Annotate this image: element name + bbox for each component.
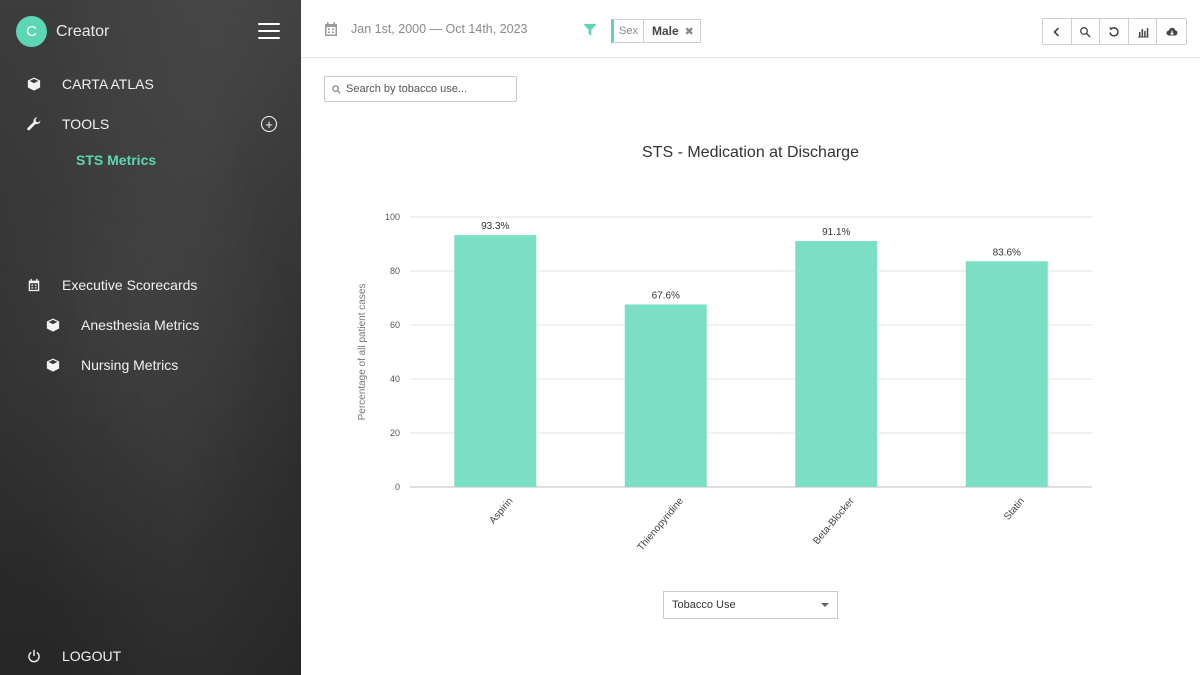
data-label: 93.3% — [481, 221, 509, 232]
group-by-select[interactable]: Tobacco Use — [663, 591, 838, 619]
calendar-icon — [325, 22, 337, 36]
sidebar-item-label: TOOLS — [62, 116, 110, 132]
sidebar-item-carta-atlas[interactable]: CARTA ATLAS — [26, 76, 154, 92]
chevron-left-icon[interactable] — [1043, 19, 1072, 44]
x-tick-label: Thienopyridine — [635, 496, 686, 554]
chart-toolbar — [1042, 18, 1187, 45]
y-axis-label: Percentage of all patient cases — [357, 284, 368, 421]
group-by-select-value: Tobacco Use — [672, 599, 736, 611]
hamburger-menu-icon[interactable] — [258, 23, 280, 39]
cube-icon — [45, 317, 61, 333]
filter-icon[interactable] — [583, 23, 597, 37]
cube-icon — [26, 76, 42, 92]
y-tick-label: 60 — [390, 320, 400, 330]
y-tick-label: 40 — [390, 374, 400, 384]
search-box — [324, 76, 517, 102]
reset-icon[interactable] — [1100, 19, 1129, 44]
zoom-icon[interactable] — [1072, 19, 1101, 44]
sidebar-item-label: Nursing Metrics — [81, 357, 179, 373]
sidebar-item-nursing-metrics[interactable]: Nursing Metrics — [45, 357, 178, 373]
logout-button[interactable]: LOGOUT — [26, 648, 121, 664]
bar-chart-icon[interactable] — [1129, 19, 1158, 44]
date-range-picker[interactable]: Jan 1st, 2000 — Oct 14th, 2023 — [323, 21, 528, 37]
y-tick-label: 80 — [390, 266, 400, 276]
sidebar-item-executive-scorecards[interactable]: Executive Scorecards — [26, 277, 197, 293]
bar — [965, 261, 1048, 487]
cloud-download-icon[interactable] — [1157, 19, 1186, 44]
bar — [624, 304, 707, 487]
bar — [454, 235, 537, 487]
add-tool-icon[interactable]: + — [261, 116, 277, 132]
brand: C Creator — [16, 16, 109, 47]
data-label: 91.1% — [822, 227, 850, 238]
sidebar: C Creator CARTA ATLAS TOOLS + STS Metric… — [0, 0, 301, 675]
top-bar: Jan 1st, 2000 — Oct 14th, 2023 Sex Male … — [301, 0, 1200, 58]
chevron-down-icon — [821, 603, 829, 607]
search-input[interactable] — [346, 83, 506, 95]
filter-chip-value: Male — [651, 24, 679, 38]
sidebar-item-label: Executive Scorecards — [62, 277, 198, 293]
calendar-icon — [26, 277, 42, 293]
data-label: 83.6% — [993, 247, 1021, 258]
sidebar-item-anesthesia-metrics[interactable]: Anesthesia Metrics — [45, 317, 199, 333]
search-icon — [332, 84, 341, 94]
x-tick-label: Statin — [1002, 496, 1027, 523]
sidebar-item-label: Anesthesia Metrics — [81, 317, 200, 333]
x-tick-label: Beta-Blocker — [811, 495, 857, 546]
sidebar-item-label: CARTA ATLAS — [62, 76, 154, 92]
bar — [795, 241, 878, 487]
brand-name: Creator — [56, 22, 110, 40]
cube-icon — [45, 357, 61, 373]
bar-chart: 0 20 40 60 80 100 Percentage of all patient ca… — [357, 212, 1092, 554]
power-icon — [26, 648, 42, 664]
logout-label: LOGOUT — [62, 648, 122, 664]
sidebar-item-sts-metrics[interactable]: STS Metrics — [76, 152, 157, 168]
y-tick-label: 100 — [385, 212, 400, 222]
chart-title: STS - Medication at Discharge — [642, 144, 859, 161]
filter-chip-key: Sex — [614, 20, 644, 42]
x-tick-label: Aspirin — [487, 496, 515, 526]
date-range-text: Jan 1st, 2000 — Oct 14th, 2023 — [351, 22, 528, 36]
y-tick-label: 20 — [390, 428, 400, 438]
sidebar-item-tools[interactable]: TOOLS — [26, 116, 109, 132]
filter-chip: Sex Male ✖ — [611, 19, 701, 43]
wrench-icon — [26, 116, 42, 132]
y-tick-label: 0 — [395, 482, 400, 492]
brand-avatar[interactable]: C — [16, 16, 47, 47]
data-label: 67.6% — [652, 290, 680, 301]
close-icon[interactable]: ✖ — [684, 25, 694, 38]
